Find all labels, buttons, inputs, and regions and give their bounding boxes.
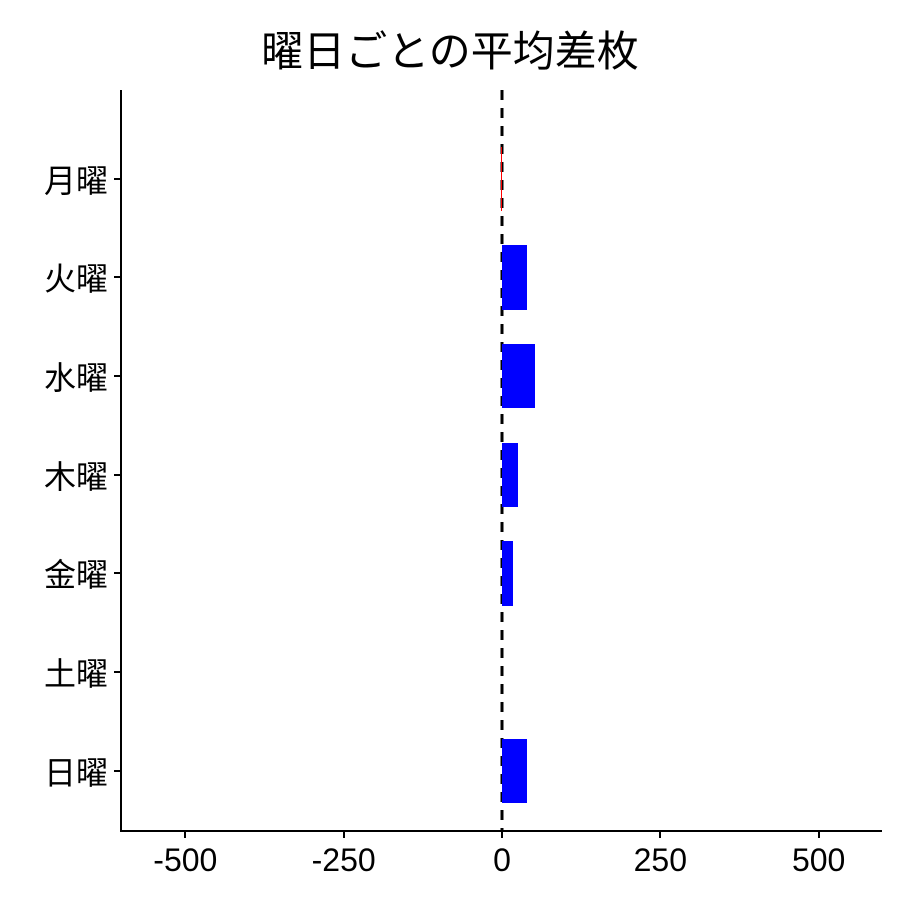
x-tick [818,830,820,838]
y-tick-label: 水曜 [44,353,108,399]
y-tick-label: 日曜 [44,748,108,794]
x-tick [659,830,661,838]
y-tick-label: 土曜 [44,649,108,695]
y-tick [114,178,122,180]
chart-container: 曜日ごとの平均差枚 -500-2500250500月曜火曜水曜木曜金曜土曜日曜 [0,0,900,900]
y-tick [114,671,122,673]
y-tick [114,770,122,772]
y-tick [114,572,122,574]
y-tick-label: 木曜 [44,452,108,498]
x-tick [501,830,503,838]
x-tick [184,830,186,838]
y-tick [114,375,122,377]
y-tick [114,474,122,476]
bar [502,245,527,309]
x-tick-label: 500 [792,842,845,879]
x-tick-label: -250 [312,842,376,879]
chart-title: 曜日ごとの平均差枚 [0,18,900,79]
bar [502,541,513,605]
y-tick [114,276,122,278]
x-tick [343,830,345,838]
y-tick-label: 月曜 [44,156,108,202]
x-tick-label: -500 [153,842,217,879]
bar [502,739,527,803]
plot-area: -500-2500250500月曜火曜水曜木曜金曜土曜日曜 [120,90,882,832]
x-tick-label: 250 [634,842,687,879]
y-tick-label: 金曜 [44,550,108,596]
y-tick-label: 火曜 [44,254,108,300]
x-tick-label: 0 [493,842,511,879]
bar [502,443,518,507]
bar [501,147,502,211]
bar [502,344,535,408]
